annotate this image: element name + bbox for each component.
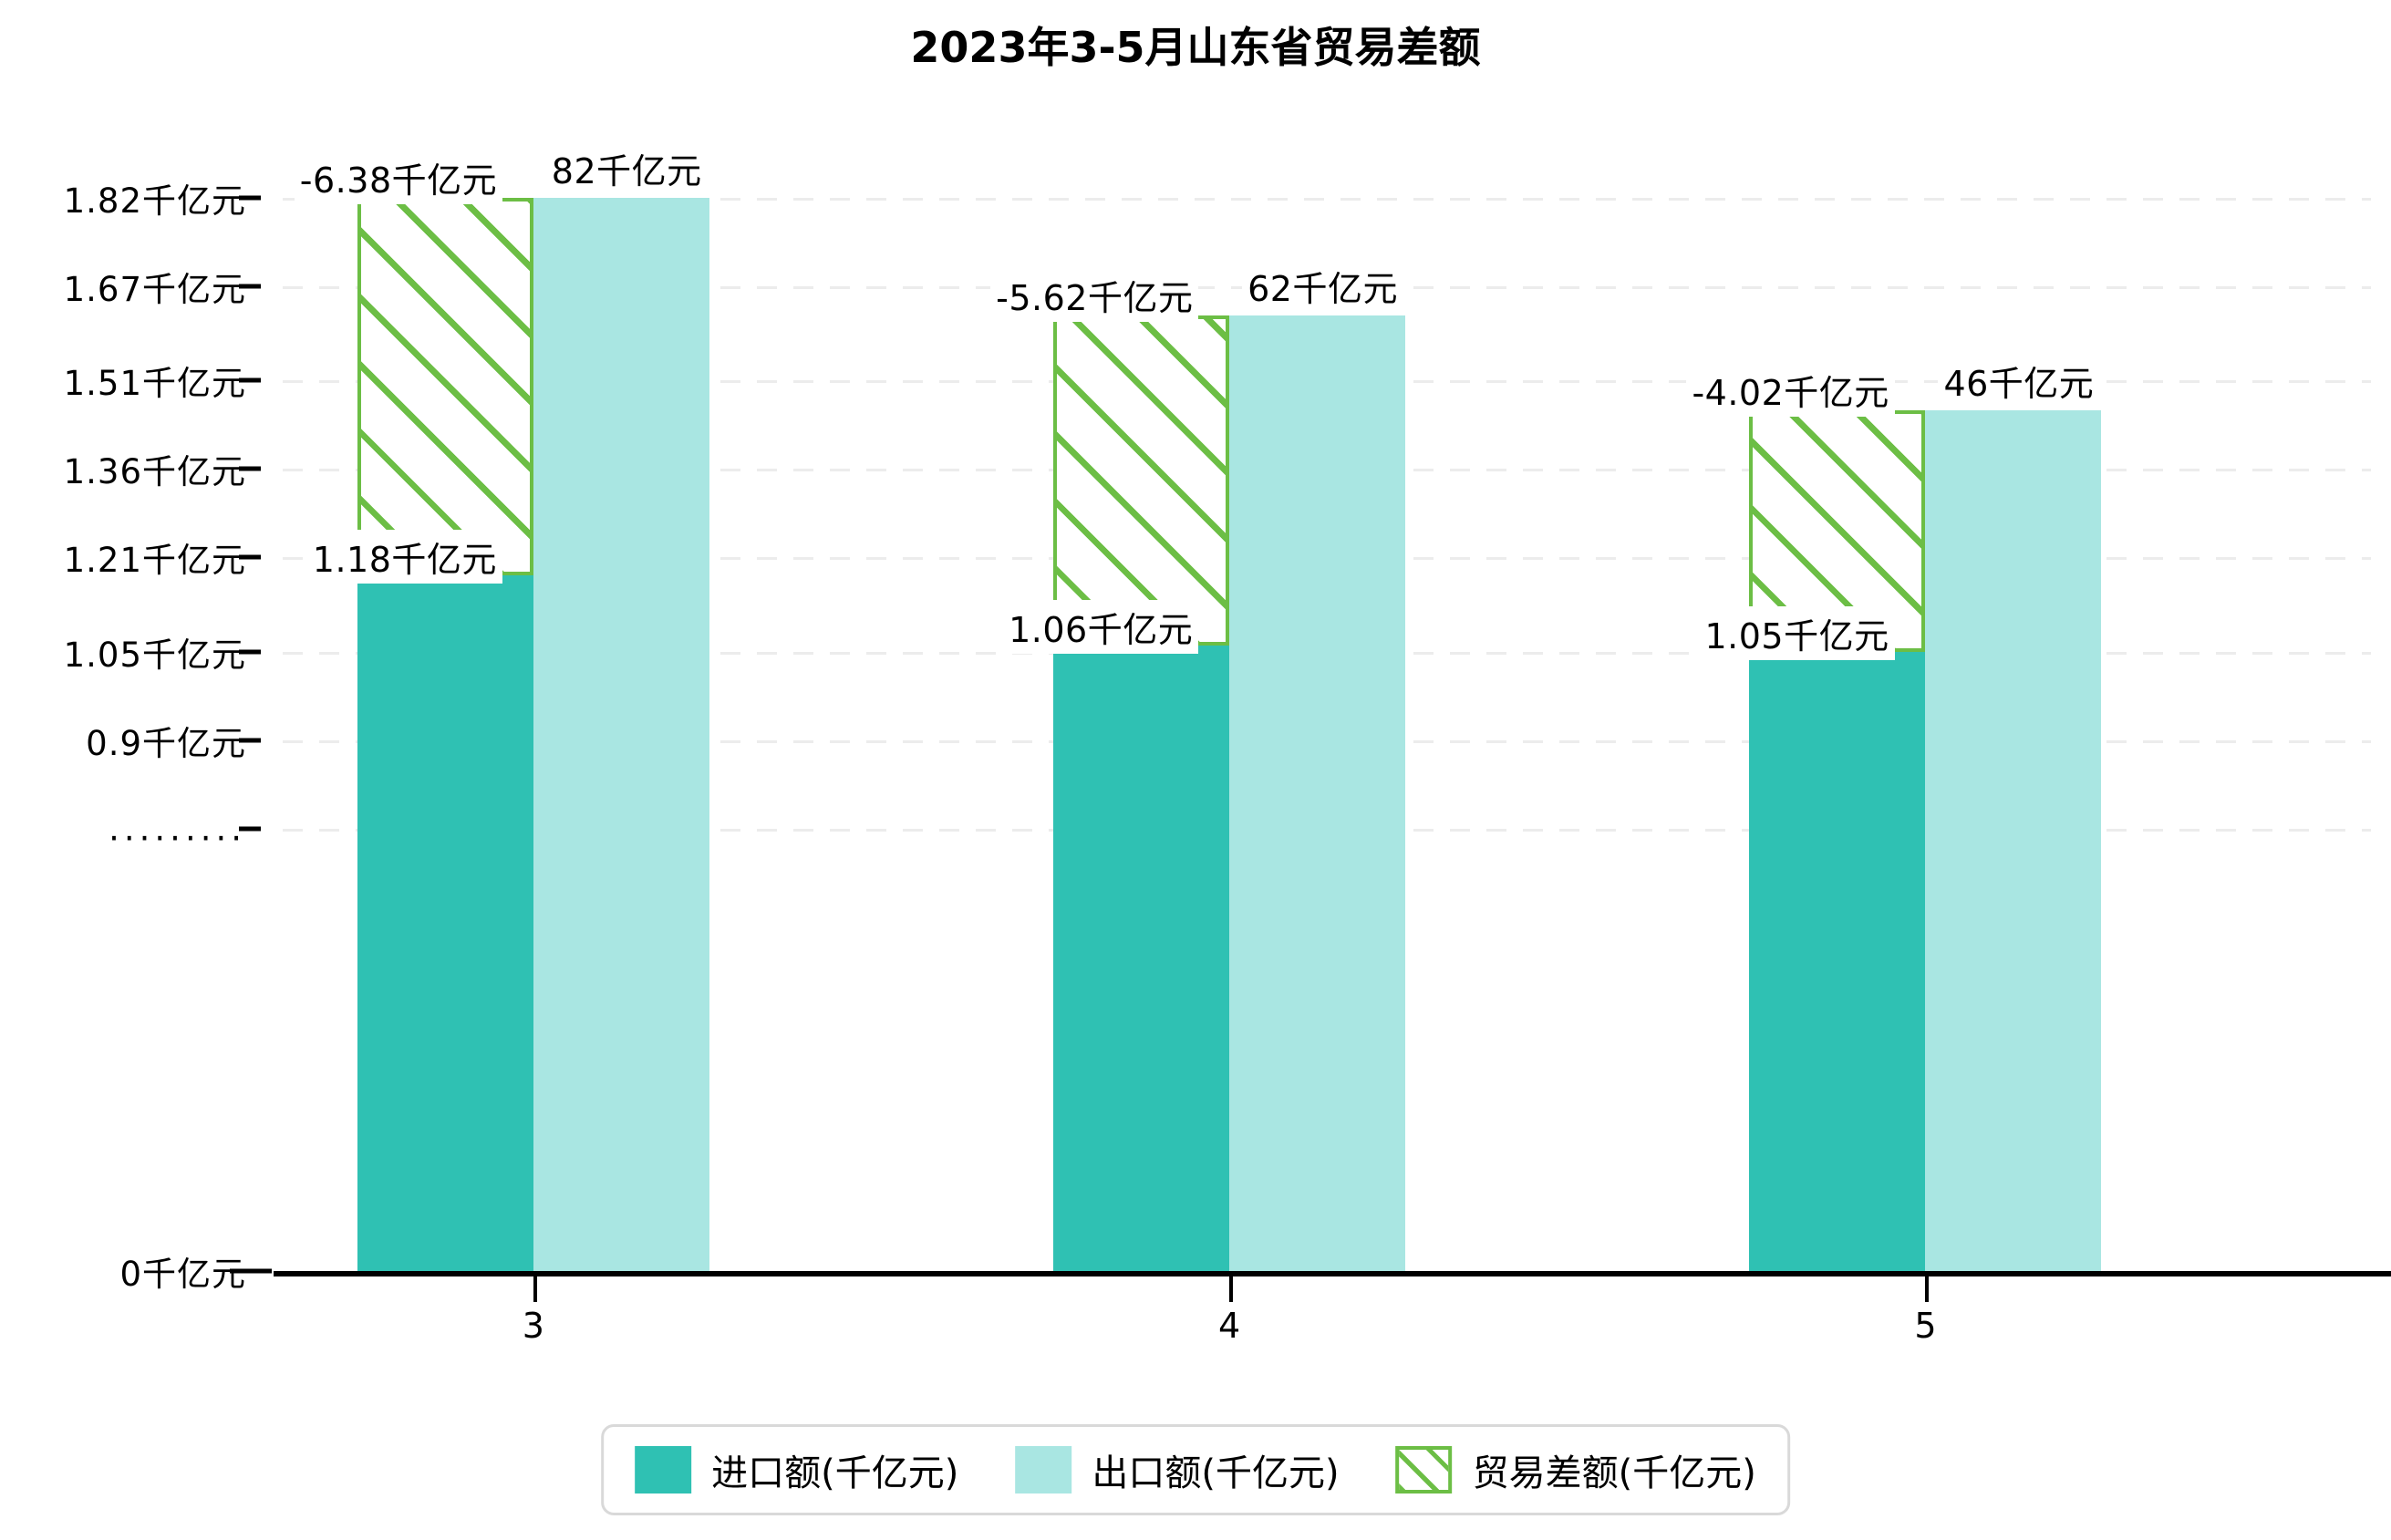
bar-export[interactable] bbox=[533, 198, 709, 1271]
chart-title: 2023年3-5月山东省贸易差额 bbox=[910, 23, 1481, 72]
y-axis-tick-label: 1.67千亿元 bbox=[63, 270, 246, 309]
value-label-import: 1.18千亿元 bbox=[306, 529, 502, 584]
y-axis-tick-mark bbox=[239, 284, 261, 289]
x-axis-tick-label: 5 bbox=[1914, 1306, 1937, 1346]
y-axis-tick-label: 1.51千亿元 bbox=[63, 364, 246, 404]
bar-export[interactable] bbox=[1925, 409, 2102, 1271]
bar-import[interactable] bbox=[1053, 646, 1230, 1271]
bar-trade-difference[interactable] bbox=[1053, 315, 1230, 646]
x-axis-line bbox=[274, 1271, 2391, 1276]
value-label-difference: -4.02千亿元 bbox=[1686, 362, 1895, 417]
value-label-difference: -5.62千亿元 bbox=[990, 268, 1199, 323]
y-axis-tick-label: 1.21千亿元 bbox=[63, 541, 246, 581]
y-axis-tick-mark bbox=[239, 466, 261, 471]
legend-item[interactable]: 贸易差额(千亿元) bbox=[1395, 1443, 1756, 1496]
chart-legend: 进口额(千亿元) 出口额(千亿元) 贸易差额(千亿元) bbox=[601, 1424, 1790, 1515]
x-axis-tick-label: 4 bbox=[1218, 1306, 1241, 1346]
legend-item[interactable]: 出口额(千亿元) bbox=[1015, 1443, 1340, 1496]
y-axis-tick-mark bbox=[239, 738, 261, 743]
x-axis-tick-mark bbox=[1925, 1276, 1930, 1302]
y-axis-tick-mark bbox=[239, 377, 261, 383]
value-label-import: 1.05千亿元 bbox=[1699, 605, 1895, 660]
y-axis-tick-mark bbox=[239, 554, 261, 560]
value-label-export: 82千亿元 bbox=[545, 141, 708, 195]
value-label-export: 46千亿元 bbox=[1938, 353, 2100, 408]
y-axis-tick-mark bbox=[239, 195, 261, 201]
bar-export[interactable] bbox=[1229, 315, 1406, 1271]
x-axis-tick-mark bbox=[1229, 1276, 1234, 1302]
y-axis-tick-label: ......... bbox=[109, 809, 246, 849]
legend-swatch-export-icon bbox=[1015, 1446, 1072, 1493]
legend-item[interactable]: 进口额(千亿元) bbox=[635, 1443, 958, 1496]
y-axis-tick-mark bbox=[239, 649, 261, 655]
gridline bbox=[283, 198, 2371, 201]
y-axis-tick-label: 0.9千亿元 bbox=[86, 723, 246, 763]
bar-trade-difference[interactable] bbox=[357, 198, 533, 575]
plot-area bbox=[283, 96, 2371, 1272]
legend-label: 进口额(千亿元) bbox=[711, 1452, 959, 1494]
legend-swatch-import-icon bbox=[635, 1446, 692, 1493]
x-axis-tick-label: 3 bbox=[522, 1306, 544, 1346]
y-axis-tick-label: 1.05千亿元 bbox=[63, 635, 246, 675]
legend-label: 贸易差额(千亿元) bbox=[1472, 1452, 1756, 1494]
x-axis-tick-mark bbox=[533, 1276, 537, 1302]
bar-import[interactable] bbox=[1749, 651, 1926, 1271]
y-axis-tick-mark bbox=[230, 1268, 272, 1274]
y-axis-tick-label: 1.36千亿元 bbox=[63, 452, 246, 492]
legend-label: 出口额(千亿元) bbox=[1092, 1452, 1340, 1494]
y-axis-tick-label: 0千亿元 bbox=[119, 1255, 246, 1294]
value-label-import: 1.06千亿元 bbox=[1003, 600, 1199, 655]
y-axis-tick-label: 1.82千亿元 bbox=[63, 181, 246, 221]
value-label-difference: -6.38千亿元 bbox=[294, 150, 503, 204]
y-axis-tick-mark bbox=[239, 826, 261, 832]
legend-swatch-diff-icon bbox=[1395, 1446, 1453, 1493]
bar-import[interactable] bbox=[357, 574, 533, 1271]
value-label-export: 62千亿元 bbox=[1242, 259, 1403, 314]
